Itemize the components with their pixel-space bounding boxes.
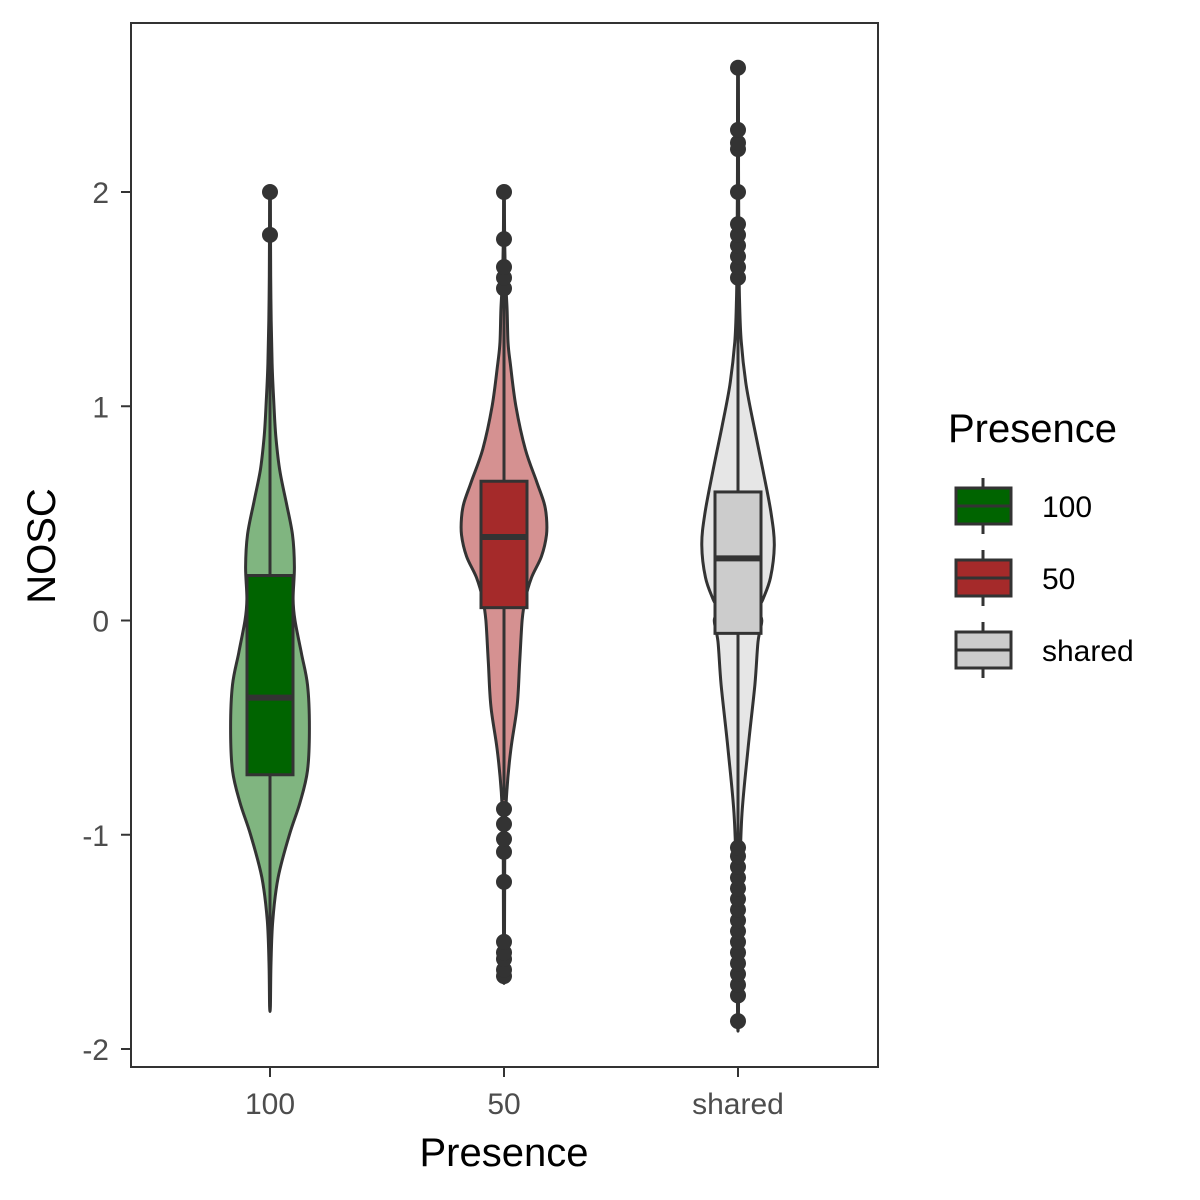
- y-tick-label: -1: [82, 820, 109, 853]
- legend-item: 100: [954, 478, 1092, 534]
- violins: [229, 59, 776, 1033]
- outlier-point: [496, 873, 512, 890]
- iqr-box: [713, 490, 763, 635]
- legend-label: shared: [1042, 635, 1134, 668]
- outlier-point: [262, 226, 278, 243]
- violin-group: [700, 59, 776, 1033]
- outlier-point: [730, 134, 746, 151]
- outlier-point: [496, 258, 512, 275]
- y-tick-label: 1: [92, 391, 109, 424]
- outlier-point: [730, 216, 746, 233]
- outlier-point: [496, 933, 512, 950]
- iqr-box: [479, 479, 529, 610]
- legend-items: 100 50 shared: [954, 478, 1134, 678]
- outlier-point: [496, 831, 512, 848]
- legend-title: Presence: [948, 407, 1117, 451]
- outlier-point: [730, 59, 746, 76]
- violin-group: [229, 184, 311, 1014]
- legend-label: 100: [1042, 491, 1092, 524]
- x-tick-label: 50: [487, 1088, 520, 1121]
- outlier-point: [496, 816, 512, 833]
- y-axis: -2 -1 0 1 2: [82, 177, 131, 1067]
- x-axis: 100 50 shared: [245, 1067, 784, 1121]
- iqr-box: [245, 574, 295, 777]
- outlier-point: [730, 121, 746, 138]
- outlier-point: [496, 801, 512, 818]
- x-tick-label: 100: [245, 1088, 295, 1121]
- y-tick-label: 0: [92, 606, 109, 639]
- x-axis-title: Presence: [420, 1131, 589, 1175]
- legend-item: shared: [954, 622, 1134, 678]
- legend-item: 50: [954, 550, 1075, 606]
- y-tick-label: -2: [82, 1034, 109, 1067]
- y-tick-label: 2: [92, 177, 109, 210]
- outlier-point: [496, 231, 512, 248]
- outlier-point: [496, 184, 512, 200]
- outlier-point: [730, 1013, 746, 1030]
- violin-group: [459, 184, 549, 985]
- outlier-point: [262, 184, 278, 200]
- outlier-point: [730, 184, 746, 200]
- legend-label: 50: [1042, 563, 1075, 596]
- y-axis-title: NOSC: [20, 488, 64, 604]
- legend: Presence 100 50 shared: [948, 407, 1134, 678]
- outlier-point: [496, 843, 512, 860]
- outlier-point: [730, 839, 746, 856]
- x-tick-label: shared: [692, 1088, 784, 1121]
